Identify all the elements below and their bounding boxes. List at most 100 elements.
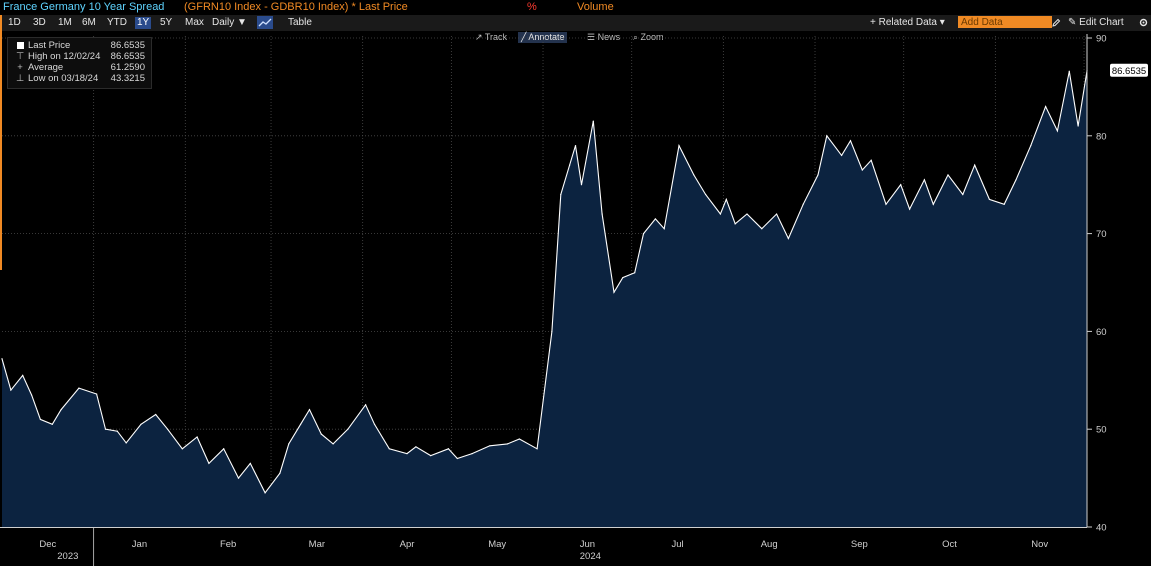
- news-button[interactable]: ☰ News: [587, 32, 621, 42]
- data-point: [932, 203, 934, 205]
- range-1y-button[interactable]: 1Y: [135, 17, 152, 29]
- legend-label: High on 12/02/24: [28, 51, 101, 62]
- data-point: [536, 448, 538, 450]
- data-point: [388, 448, 390, 450]
- data-point: [518, 438, 520, 440]
- y-axis: 40 50 60 70 80 90: [1086, 34, 1107, 534]
- x-tick-label: Nov: [1031, 539, 1048, 550]
- data-point: [947, 174, 949, 176]
- ticker-expression[interactable]: (GFRN10 Index - GDBR10 Index) * Last Pri…: [184, 1, 408, 13]
- data-point: [569, 164, 571, 166]
- x-year-label: 2023: [57, 551, 78, 562]
- chart-title: France Germany 10 Year Spread: [3, 1, 165, 13]
- data-point: [96, 393, 98, 395]
- data-point: [634, 272, 636, 274]
- data-point: [870, 159, 872, 161]
- data-point: [489, 445, 491, 447]
- percent-label[interactable]: %: [527, 1, 537, 13]
- range-ytd-button[interactable]: YTD: [107, 17, 127, 28]
- high-marker-icon: ⊤: [16, 51, 25, 62]
- data-point: [693, 174, 695, 176]
- data-point: [1068, 70, 1070, 72]
- data-point: [1030, 144, 1032, 147]
- legend[interactable]: Last Price 86.6535 ⊤ High on 12/02/24 86…: [7, 37, 152, 89]
- data-point: [104, 428, 107, 430]
- data-point: [237, 477, 240, 479]
- y-tick-label: 70: [1096, 229, 1107, 240]
- data-point: [430, 455, 432, 457]
- data-point: [249, 462, 251, 465]
- line-chart-icon[interactable]: [257, 16, 273, 29]
- data-point: [642, 233, 645, 235]
- add-data-input[interactable]: [958, 16, 1052, 28]
- data-point: [746, 213, 748, 215]
- related-data-button[interactable]: + Related Data ▾: [870, 17, 945, 28]
- x-tick-label: Aug: [761, 539, 778, 550]
- legend-value: 61.2590: [110, 62, 145, 73]
- data-point: [299, 423, 302, 425]
- data-point: [654, 218, 656, 220]
- range-max-button[interactable]: Max: [185, 17, 204, 28]
- volume-label[interactable]: Volume: [577, 1, 614, 13]
- data-point: [365, 404, 367, 406]
- data-point: [861, 169, 863, 171]
- data-point: [574, 144, 577, 147]
- legend-row-average: + Average 61.2590: [11, 62, 149, 73]
- range-3d-button[interactable]: 3D: [33, 17, 46, 28]
- data-point: [10, 389, 12, 391]
- data-point: [288, 443, 290, 445]
- data-point: [725, 198, 727, 200]
- data-point: [826, 135, 828, 137]
- legend-value: 86.6535: [110, 40, 145, 51]
- legend-label: Average: [28, 62, 64, 73]
- data-point: [678, 144, 680, 147]
- data-points: [1, 70, 1088, 494]
- y-tick-label: 90: [1096, 34, 1107, 45]
- data-point: [196, 436, 198, 438]
- data-point: [60, 409, 62, 411]
- data-point: [347, 428, 349, 430]
- interval-dropdown[interactable]: Daily ▼: [212, 17, 247, 28]
- legend-label: Last Price: [28, 40, 71, 51]
- table-button[interactable]: Table: [288, 17, 312, 28]
- price-area: [2, 70, 1087, 528]
- data-point: [817, 174, 819, 176]
- y-tick-label: 50: [1096, 425, 1107, 436]
- data-point: [279, 472, 281, 474]
- zoom-button[interactable]: ⌕ Zoom: [633, 32, 664, 42]
- data-point: [592, 120, 594, 122]
- range-1m-button[interactable]: 1M: [58, 17, 72, 28]
- x-tick-label: Oct: [942, 539, 957, 550]
- data-point: [166, 428, 169, 430]
- series-swatch: [17, 42, 24, 49]
- data-point: [1015, 179, 1017, 181]
- track-button[interactable]: ↗ Track: [475, 32, 508, 42]
- accent-edge: [0, 15, 2, 270]
- data-point: [208, 462, 210, 465]
- range-6m-button[interactable]: 6M: [82, 17, 96, 28]
- data-point: [456, 457, 458, 460]
- x-year-label: 2024: [580, 551, 601, 562]
- data-point: [622, 277, 624, 279]
- data-point: [900, 184, 902, 186]
- x-tick-label: Feb: [220, 539, 236, 550]
- data-point: [1045, 105, 1047, 108]
- data-point: [705, 193, 707, 196]
- gear-icon[interactable]: [1138, 17, 1149, 29]
- data-point: [923, 179, 925, 181]
- data-point: [22, 374, 24, 377]
- last-price-tag: 86.6535: [1110, 63, 1148, 77]
- range-1d-button[interactable]: 1D: [8, 17, 21, 28]
- data-point: [1077, 125, 1079, 127]
- data-point: [787, 237, 790, 240]
- legend-row-last: Last Price 86.6535: [11, 40, 149, 51]
- legend-label: Low on 03/18/24: [28, 73, 99, 84]
- x-tick-label: Mar: [309, 539, 325, 550]
- x-tick-label: Sep: [851, 539, 868, 550]
- data-point: [320, 433, 322, 435]
- range-5y-button[interactable]: 5Y: [160, 17, 173, 28]
- edit-chart-button[interactable]: ✎ Edit Chart: [1068, 17, 1124, 28]
- pencil-icon[interactable]: [1051, 17, 1061, 29]
- data-point: [506, 443, 509, 445]
